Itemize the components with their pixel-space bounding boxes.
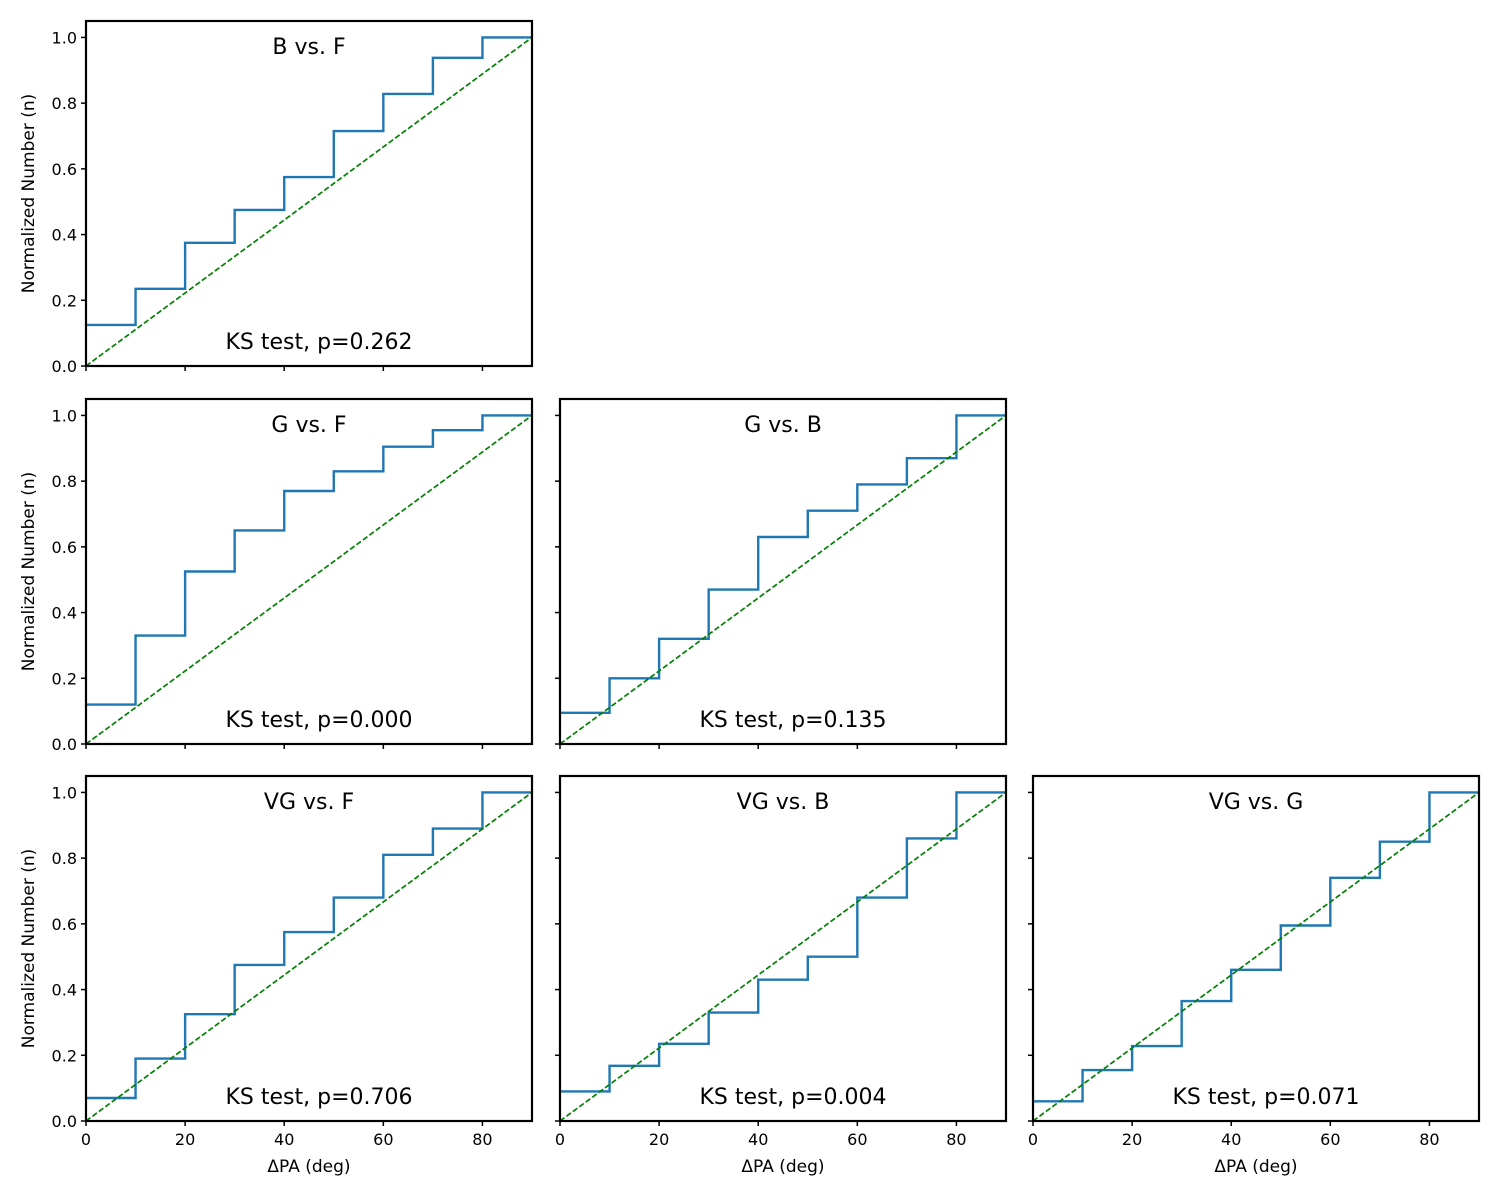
cumulative-step-line (560, 414, 1006, 714)
panel-title: B vs. F (272, 35, 345, 60)
cumulative-step-line (86, 791, 532, 1100)
x-tick-label: 60 (847, 1130, 867, 1149)
y-tick-label: 0.6 (52, 538, 77, 557)
uniform-reference-line (560, 414, 1006, 744)
ks-test-annotation: KS test, p=0.135 (700, 708, 887, 733)
axes-frame (558, 774, 1008, 1123)
panel-6: 0 20 40 60 80 VG vs. G KS test, p=0.071 ΔPA (de… (1028, 774, 1481, 1177)
ks-test-annotation: KS test, p=0.000 (226, 708, 413, 733)
x-tick-label: 20 (1122, 1130, 1142, 1149)
y-tick-label: 0.4 (52, 981, 77, 1000)
y-tick-label: 1.0 (52, 406, 77, 425)
axes-frame (84, 397, 534, 746)
y-tick-label: 0.6 (52, 160, 77, 179)
uniform-reference-line (560, 791, 1006, 1121)
x-tick-label: 0 (81, 1130, 91, 1149)
panel-2: 0.0 0.2 0.4 0.6 0.8 1.0 G vs. F KS test, p=0.00… (19, 397, 534, 754)
cumulative-step-line (1033, 791, 1479, 1103)
x-axis-label: ΔPA (deg) (741, 1157, 824, 1177)
panel-title: G vs. F (271, 413, 346, 438)
cumulative-step-line (86, 414, 532, 706)
y-tick-label: 0.0 (52, 735, 77, 754)
panel-title: G vs. B (744, 413, 822, 438)
x-tick-label: 40 (274, 1130, 294, 1149)
x-tick-label: 0 (555, 1130, 565, 1149)
y-tick-label: 0.8 (52, 94, 77, 113)
uniform-reference-line (86, 36, 532, 366)
y-axis-label: Normalized Number (n) (19, 849, 39, 1049)
y-tick-label: 0.4 (52, 604, 77, 623)
panel-1: 0.0 0.2 0.4 0.6 0.8 1.0 B vs. F KS test, p=0.26… (19, 19, 534, 376)
x-tick-label: 60 (1320, 1130, 1340, 1149)
y-tick-label: 0.8 (52, 849, 77, 868)
ks-test-annotation: KS test, p=0.706 (226, 1085, 413, 1110)
panel-title: VG vs. B (737, 790, 830, 815)
x-tick-label: 20 (175, 1130, 195, 1149)
x-tick-label: 40 (1221, 1130, 1241, 1149)
cumulative-step-line (86, 36, 532, 327)
panel-5: 0 20 40 60 80 VG vs. B KS test, p=0.004 ΔPA (de… (555, 774, 1008, 1177)
axes-frame (84, 19, 534, 368)
y-tick-label: 0.2 (52, 669, 77, 688)
x-axis-label: ΔPA (deg) (267, 1157, 350, 1177)
uniform-reference-line (1033, 791, 1479, 1121)
ks-test-annotation: KS test, p=0.262 (226, 330, 413, 355)
y-tick-label: 0.0 (52, 357, 77, 376)
y-tick-label: 0.2 (52, 291, 77, 310)
x-tick-label: 0 (1028, 1130, 1038, 1149)
panel-title: VG vs. F (264, 790, 354, 815)
y-tick-label: 0.8 (52, 472, 77, 491)
axes-frame (1031, 774, 1481, 1123)
cumulative-step-line (560, 791, 1006, 1093)
panel-4: 0 20 40 60 80 0.0 0.2 0.4 0.6 0.8 1.0 VG vs. F KS te… (19, 774, 534, 1177)
x-tick-label: 80 (472, 1130, 492, 1149)
y-tick-label: 1.0 (52, 783, 77, 802)
x-tick-label: 20 (649, 1130, 669, 1149)
axes-frame (84, 774, 534, 1123)
uniform-reference-line (86, 791, 532, 1121)
y-axis-label: Normalized Number (n) (19, 94, 39, 294)
y-tick-label: 0.6 (52, 915, 77, 934)
panel-title: VG vs. G (1209, 790, 1304, 815)
uniform-reference-line (86, 414, 532, 744)
x-tick-label: 40 (748, 1130, 768, 1149)
axes-frame (558, 397, 1008, 746)
x-tick-label: 60 (373, 1130, 393, 1149)
y-tick-label: 0.4 (52, 226, 77, 245)
x-axis-label: ΔPA (deg) (1214, 1157, 1297, 1177)
y-tick-label: 0.0 (52, 1112, 77, 1131)
ks-test-annotation: KS test, p=0.071 (1173, 1085, 1360, 1110)
y-tick-label: 1.0 (52, 28, 77, 47)
y-axis-label: Normalized Number (n) (19, 472, 39, 672)
y-tick-label: 0.2 (52, 1046, 77, 1065)
x-tick-label: 80 (1419, 1130, 1439, 1149)
panel-3: G vs. B KS test, p=0.135 (555, 397, 1008, 749)
x-tick-label: 80 (946, 1130, 966, 1149)
ks-test-annotation: KS test, p=0.004 (700, 1085, 887, 1110)
